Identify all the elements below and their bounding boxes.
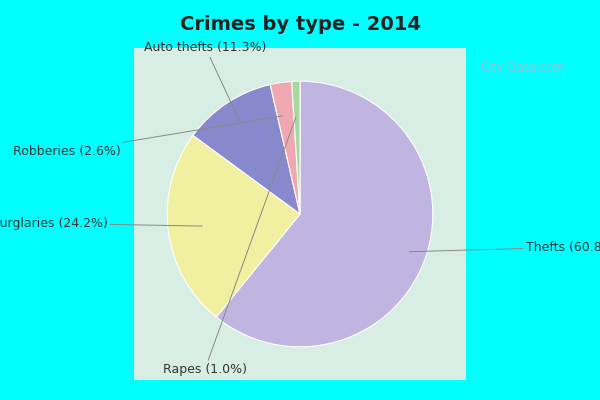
Wedge shape <box>167 135 300 317</box>
Text: Auto thefts (11.3%): Auto thefts (11.3%) <box>145 42 267 123</box>
Wedge shape <box>216 81 433 347</box>
Wedge shape <box>270 82 300 214</box>
Text: Rapes (1.0%): Rapes (1.0%) <box>163 117 296 376</box>
Wedge shape <box>193 84 300 214</box>
Wedge shape <box>292 81 300 214</box>
Text: Thefts (60.8%): Thefts (60.8%) <box>409 241 600 254</box>
Text: Burglaries (24.2%): Burglaries (24.2%) <box>0 217 202 230</box>
Text: Crimes by type - 2014: Crimes by type - 2014 <box>179 14 421 34</box>
FancyBboxPatch shape <box>81 22 559 393</box>
Text: Robberies (2.6%): Robberies (2.6%) <box>13 116 283 158</box>
Text: City-Data.com: City-Data.com <box>480 62 565 74</box>
